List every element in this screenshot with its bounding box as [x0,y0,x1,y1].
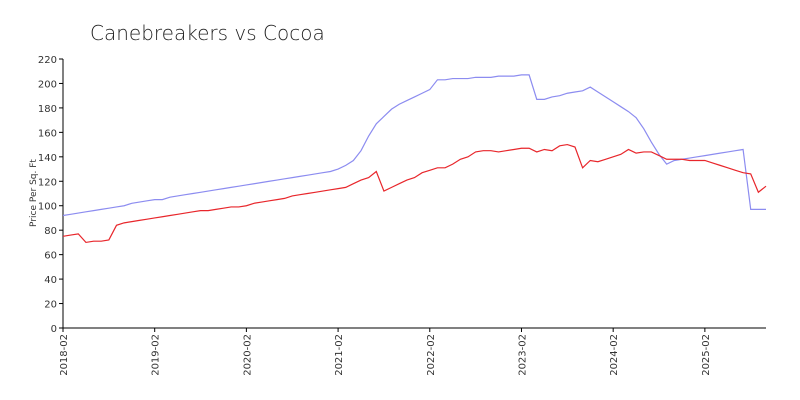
x-tick-label: 2021-02 [334,334,345,376]
x-tick-label: 2020-02 [242,334,253,376]
y-axis-label: Price Per Sq. Ft [29,159,39,227]
x-tick-label: 2025-02 [701,334,712,376]
x-tick-label: 2023-02 [517,334,528,376]
series-line [62,74,766,217]
y-tick-label: 160 [38,128,57,139]
y-tick-label: 220 [38,55,57,66]
y-tick-label: 140 [38,153,57,164]
x-tick-label: 2018-02 [59,334,70,376]
y-tick-label: 100 [38,202,57,213]
y-tick-label: 20 [44,300,57,311]
y-tick-label: 120 [38,177,57,188]
y-tick-label: 200 [38,79,57,90]
x-tick-label: 2019-02 [151,334,162,376]
x-tick-label: 2022-02 [426,334,437,376]
y-tick-label: 40 [44,275,57,286]
x-tick-label: 2024-02 [609,334,620,376]
y-tick-label: 0 [51,324,57,335]
y-tick-label: 180 [38,104,57,115]
chart-title: Canebreakers vs Cocoa [90,21,325,45]
y-tick-label: 80 [44,226,57,237]
y-tick-label: 60 [44,251,57,262]
series-line [62,143,767,244]
